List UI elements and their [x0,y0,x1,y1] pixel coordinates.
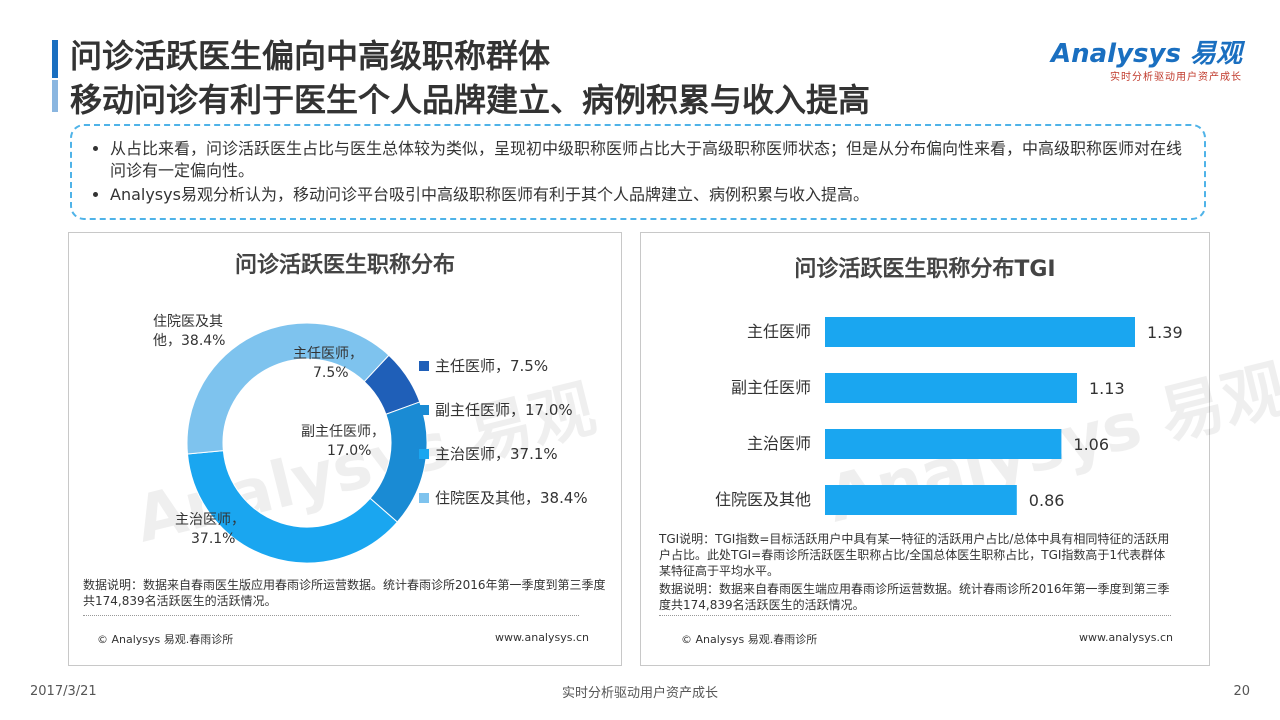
footer-date: 2017/3/21 [30,684,97,699]
copyright: © Analysys 易观.春雨诊所 [97,633,234,646]
title-accent-bar [52,40,58,78]
tgi-note: TGI说明：TGI指数=目标活跃用户中具有某一特征的活跃用户占比/总体中具有相同… [659,532,1170,578]
data-label-resident: 住院医及其 他，38.4% [153,314,226,349]
website-link[interactable]: www.analysys.cn [495,631,589,644]
bar-chief [825,317,1135,347]
donut-chart-panel: 问诊活跃医生职称分布 Analysys 易观 主任医师， 7.5% 副主任医师， 1… [68,232,622,666]
category-label-associate-chief: 副主任医师 [731,378,811,397]
data-label-attending: 主治医师， 37.1% [175,512,245,547]
legend-item-associate-chief: 副主任医师，17.0% [419,399,573,420]
value-label-chief: 1.39 [1147,323,1183,342]
bar-resident [825,485,1017,515]
title-accent-bar-secondary [52,80,58,112]
legend-swatch-associate-chief [419,405,429,415]
legend-item-chief: 主任医师，7.5% [419,355,548,376]
bar-associate-chief [825,373,1078,403]
page-title: 问诊活跃医生偏向中高级职称群体 移动问诊有利于医生个人品牌建立、病例积累与收入提… [70,34,870,122]
summary-list: 从占比来看，问诊活跃医生占比与医生总体较为类似，呈现初中级职称医师占比大于高级职… [90,138,1186,206]
category-label-attending: 主治医师 [747,434,811,453]
website-link[interactable]: www.analysys.cn [1079,631,1173,644]
legend-swatch-attending [419,449,429,459]
data-note: 数据说明：数据来自春雨医生端应用春雨诊所运营数据。统计春雨诊所2016年第一季度… [659,582,1170,612]
value-label-associate-chief: 1.13 [1089,379,1125,398]
page-title-line1: 问诊活跃医生偏向中高级职称群体 [70,37,551,75]
brand-logo: Analysys 易观 实时分析驱动用户资产成长 [1051,40,1242,83]
data-label-chief: 主任医师， 7.5% [293,346,363,381]
category-label-resident: 住院医及其他 [715,490,811,509]
copyright: © Analysys 易观.春雨诊所 [681,633,818,646]
value-label-attending: 1.06 [1073,435,1109,454]
donut-chart-title: 问诊活跃医生职称分布 [234,253,455,278]
summary-bullet-1: 从占比来看，问诊活跃医生占比与医生总体较为类似，呈现初中级职称医师占比大于高级职… [110,138,1186,182]
tgi-chart-panel: 问诊活跃医生职称分布TGI Analysys 易观 主任医师 1.39 副主任医师 1… [640,232,1280,666]
legend-item-attending: 主治医师，37.1% [419,443,558,464]
data-label-associate-chief: 副主任医师， 17.0% [301,424,385,459]
legend-swatch-resident [419,493,429,503]
logo-name: Analysys 易观 [1051,39,1242,69]
logo-tagline: 实时分析驱动用户资产成长 [1110,72,1242,83]
data-note: 数据说明：数据来自春雨医生版应用春雨诊所运营数据。统计春雨诊所2016年第一季度… [83,578,606,608]
tgi-chart-title: 问诊活跃医生职称分布TGI [794,257,1056,282]
summary-box: 从占比来看，问诊活跃医生占比与医生总体较为类似，呈现初中级职称医师占比大于高级职… [70,124,1206,220]
summary-bullet-2: Analysys易观分析认为，移动问诊平台吸引中高级职称医师有利于其个人品牌建立… [110,184,1186,206]
divider [83,615,579,616]
legend-swatch-chief [419,361,429,371]
footer-tagline: 实时分析驱动用户资产成长 [561,686,718,701]
bar-attending [825,429,1062,459]
tgi-bar-chart: 主任医师 1.39 副主任医师 1.13 主治医师 1.06 住院医及其他 0.86 [715,317,1183,515]
page-title-line2: 移动问诊有利于医生个人品牌建立、病例积累与收入提高 [70,81,871,119]
category-label-chief: 主任医师 [747,322,811,341]
donut-slice-attending [186,450,398,564]
donut-chart [186,322,428,564]
legend-item-resident: 住院医及其他，38.4% [419,487,588,508]
donut-slice-resident [186,322,390,455]
page-number: 20 [1233,684,1250,699]
divider [659,615,1171,616]
value-label-resident: 0.86 [1029,491,1065,510]
